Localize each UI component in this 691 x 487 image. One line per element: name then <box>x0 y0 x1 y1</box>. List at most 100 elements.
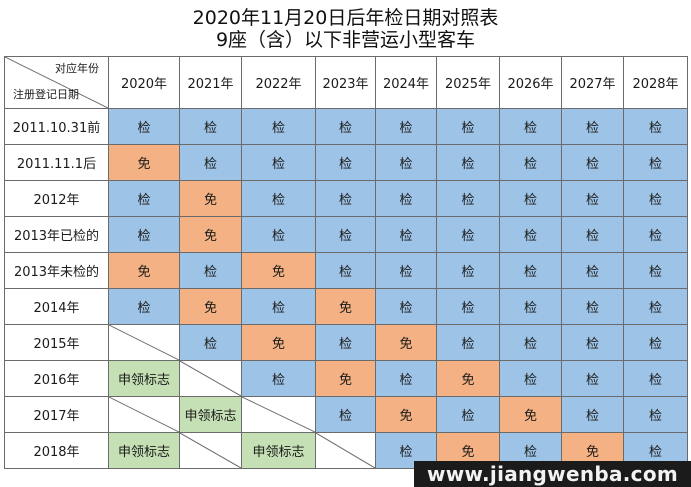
inspection-required-cell: 检 <box>499 288 562 325</box>
inspection-required-cell: 检 <box>436 108 500 145</box>
cell-diagonal-line <box>109 397 179 432</box>
registration-date-label: 2014年 <box>4 288 109 325</box>
year-header: 2024年 <box>375 56 437 109</box>
inspection-required-cell: 检 <box>179 252 242 289</box>
inspection-required-cell: 检 <box>315 108 376 145</box>
inspection-required-cell: 检 <box>375 252 437 289</box>
table-row: 2016年 申领标志检免检免检检检 <box>4 360 688 397</box>
inspection-required-cell: 检 <box>375 144 437 181</box>
inspection-exempt-cell: 免 <box>315 360 376 397</box>
inspection-required-cell: 检 <box>499 252 562 289</box>
inspection-required-cell: 检 <box>623 108 688 145</box>
inspection-required-cell: 检 <box>623 252 688 289</box>
inspection-required-cell: 检 <box>561 360 624 397</box>
inspection-required-cell: 检 <box>561 108 624 145</box>
table-row: 2014年检免检免检检检检检 <box>4 288 688 325</box>
table-title: 2020年11月20日后年检日期对照表 9座（含）以下非营运小型客车 <box>0 0 691 56</box>
table-row: 2011.10.31前检检检检检检检检检 <box>4 108 688 145</box>
table-row: 2013年未检的免检免检检检检检检 <box>4 252 688 289</box>
registration-date-label: 2011.11.1后 <box>4 144 109 181</box>
year-header: 2025年 <box>436 56 500 109</box>
inspection-required-cell: 检 <box>375 108 437 145</box>
inspection-required-cell: 检 <box>561 180 624 217</box>
inspection-required-cell: 检 <box>241 180 316 217</box>
inspection-required-cell: 检 <box>375 180 437 217</box>
cell-diagonal-line <box>109 325 179 360</box>
apply-sticker-cell: 申领标志 <box>179 396 242 433</box>
inspection-required-cell: 检 <box>375 360 437 397</box>
apply-sticker-cell: 申领标志 <box>241 432 316 469</box>
inspection-required-cell: 检 <box>499 324 562 361</box>
inspection-exempt-cell: 免 <box>375 324 437 361</box>
registration-date-label: 2013年已检的 <box>4 216 109 253</box>
year-header: 2022年 <box>241 56 316 109</box>
inspection-required-cell: 检 <box>623 360 688 397</box>
inspection-required-cell: 检 <box>315 396 376 433</box>
corner-top-label: 对应年份 <box>55 62 99 75</box>
registration-date-label: 2011.10.31前 <box>4 108 109 145</box>
inspection-required-cell: 检 <box>315 324 376 361</box>
inspection-required-cell: 检 <box>561 324 624 361</box>
inspection-required-cell: 检 <box>436 144 500 181</box>
inspection-required-cell: 检 <box>561 216 624 253</box>
table-row: 2013年已检的检免检检检检检检检 <box>4 216 688 253</box>
inspection-exempt-cell: 免 <box>179 180 242 217</box>
inspection-required-cell: 检 <box>436 252 500 289</box>
apply-sticker-cell: 申领标志 <box>108 360 180 397</box>
registration-date-label: 2017年 <box>4 396 109 433</box>
inspection-required-cell: 检 <box>241 288 316 325</box>
inspection-required-cell: 检 <box>623 180 688 217</box>
inspection-exempt-cell: 免 <box>179 216 242 253</box>
corner-diagonal <box>5 57 108 108</box>
registration-date-label: 2012年 <box>4 180 109 217</box>
table-row: 2011.11.1后免检检检检检检检检 <box>4 144 688 181</box>
empty-diagonal-cell <box>179 432 242 469</box>
inspection-required-cell: 检 <box>499 360 562 397</box>
inspection-required-cell: 检 <box>241 360 316 397</box>
inspection-required-cell: 检 <box>315 144 376 181</box>
year-header: 2028年 <box>623 56 688 109</box>
inspection-required-cell: 检 <box>436 324 500 361</box>
registration-date-label: 2018年 <box>4 432 109 469</box>
inspection-required-cell: 检 <box>561 144 624 181</box>
empty-diagonal-cell <box>241 396 316 433</box>
empty-diagonal-cell <box>108 324 180 361</box>
inspection-required-cell: 检 <box>108 288 180 325</box>
site-watermark: www.jiangwenba.com <box>414 461 691 487</box>
title-line-2: 9座（含）以下非营运小型客车 <box>215 29 476 51</box>
inspection-required-cell: 检 <box>623 144 688 181</box>
inspection-table: 对应年份 注册登记日期 2020年 2021年 2022年 2023年 2024… <box>4 56 688 469</box>
registration-date-label: 2015年 <box>4 324 109 361</box>
cell-diagonal-line <box>316 433 375 468</box>
year-header: 2027年 <box>561 56 624 109</box>
inspection-required-cell: 检 <box>623 324 688 361</box>
cell-diagonal-line <box>242 397 315 432</box>
title-line-1: 2020年11月20日后年检日期对照表 <box>192 7 499 29</box>
year-header: 2021年 <box>179 56 242 109</box>
empty-diagonal-cell <box>108 396 180 433</box>
table-row: 2015年检免检免检检检检 <box>4 324 688 361</box>
inspection-required-cell: 检 <box>436 216 500 253</box>
header-row: 对应年份 注册登记日期 2020年 2021年 2022年 2023年 2024… <box>4 56 688 109</box>
inspection-required-cell: 检 <box>561 396 624 433</box>
cell-diagonal-line <box>180 361 241 396</box>
empty-diagonal-cell <box>179 360 242 397</box>
inspection-exempt-cell: 免 <box>108 144 180 181</box>
inspection-required-cell: 检 <box>561 252 624 289</box>
inspection-required-cell: 检 <box>179 108 242 145</box>
corner-cell: 对应年份 注册登记日期 <box>4 56 109 109</box>
inspection-required-cell: 检 <box>436 396 500 433</box>
corner-bottom-label: 注册登记日期 <box>13 88 79 101</box>
registration-date-label: 2016年 <box>4 360 109 397</box>
inspection-required-cell: 检 <box>436 180 500 217</box>
inspection-exempt-cell: 免 <box>241 252 316 289</box>
inspection-required-cell: 检 <box>241 144 316 181</box>
table-row: 2017年 申领标志检免检免检检 <box>4 396 688 433</box>
inspection-required-cell: 检 <box>623 216 688 253</box>
inspection-required-cell: 检 <box>179 324 242 361</box>
inspection-exempt-cell: 免 <box>241 324 316 361</box>
inspection-required-cell: 检 <box>375 216 437 253</box>
inspection-required-cell: 检 <box>499 180 562 217</box>
inspection-required-cell: 检 <box>241 108 316 145</box>
inspection-required-cell: 检 <box>315 216 376 253</box>
